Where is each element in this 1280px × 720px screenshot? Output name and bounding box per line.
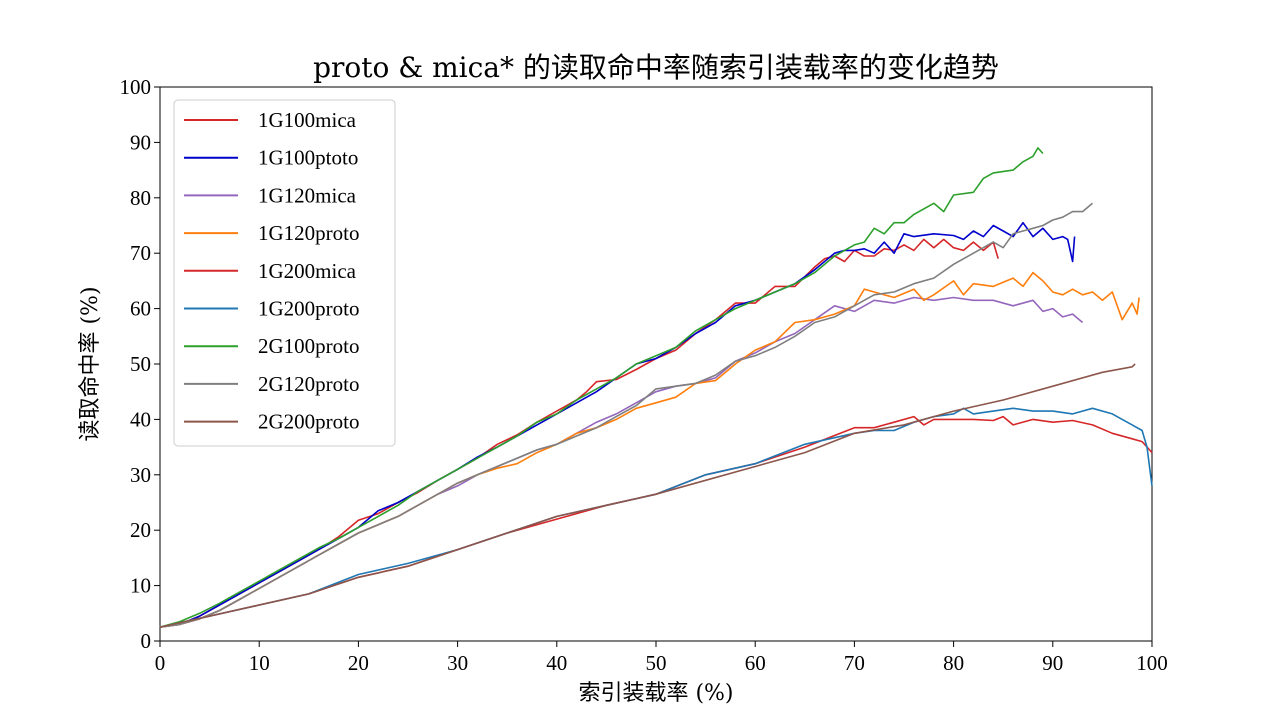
y-tick-label: 70 <box>130 241 151 265</box>
x-tick-label: 100 <box>1136 651 1168 675</box>
legend: 1G100mica 1G100ptoto 1G120mica 1G120proto 1G… <box>173 99 396 447</box>
y-tick-label: 0 <box>141 629 152 653</box>
legend-label-2G100proto: 2G100proto <box>258 334 360 358</box>
series-line-2G100proto <box>159 147 1044 628</box>
y-axis-title: 读取命中率 (%) <box>78 286 103 441</box>
y-tick-label: 50 <box>130 352 151 376</box>
y-tick-label: 60 <box>130 297 151 321</box>
legend-label-1G120proto: 1G120proto <box>258 221 360 245</box>
x-tick-label: 20 <box>348 651 369 675</box>
y-tick-label: 90 <box>130 130 151 154</box>
x-tick-label: 0 <box>155 651 166 675</box>
legend-box <box>173 99 396 447</box>
x-tick-label: 40 <box>546 651 567 675</box>
series-line-1G200mica <box>159 415 1153 628</box>
x-tick-label: 60 <box>745 651 766 675</box>
x-tick-label: 30 <box>447 651 468 675</box>
x-axis-title: 索引装载率 (%) <box>578 681 733 706</box>
legend-label-1G100ptoto: 1G100ptoto <box>258 146 358 170</box>
chart-title: proto & mica* 的读取命中率随索引装载率的变化趋势 <box>313 51 999 84</box>
legend-label-1G120mica: 1G120mica <box>258 183 357 207</box>
y-tick-label: 20 <box>130 518 151 542</box>
legend-label-1G100mica: 1G100mica <box>258 108 357 132</box>
series-line-2G200proto <box>159 363 1136 628</box>
y-tick-label: 80 <box>130 186 151 210</box>
series-line-2G120proto <box>159 202 1094 628</box>
legend-label-1G200proto: 1G200proto <box>258 297 360 321</box>
y-tick-label: 10 <box>130 574 151 598</box>
x-tick-label: 10 <box>249 651 270 675</box>
series-line-1G200proto <box>159 407 1153 628</box>
x-tick-label: 80 <box>943 651 964 675</box>
series-line-1G100mica <box>159 238 999 628</box>
x-tick-label: 90 <box>1042 651 1063 675</box>
axis-layer: 0 10 20 30 40 50 60 70 80 90 100 0 10 20 30 40 50 60 70 80 9… <box>120 75 1168 675</box>
legend-label-2G120proto: 2G120proto <box>258 372 360 396</box>
x-tick-label: 50 <box>646 651 667 675</box>
series-layer <box>159 147 1153 628</box>
y-tick-label: 40 <box>130 407 151 431</box>
legend-label-1G200mica: 1G200mica <box>258 259 357 283</box>
legend-label-2G200proto: 2G200proto <box>258 410 360 434</box>
y-tick-label: 30 <box>130 463 151 487</box>
x-tick-label: 70 <box>844 651 865 675</box>
y-tick-label: 100 <box>120 75 152 99</box>
